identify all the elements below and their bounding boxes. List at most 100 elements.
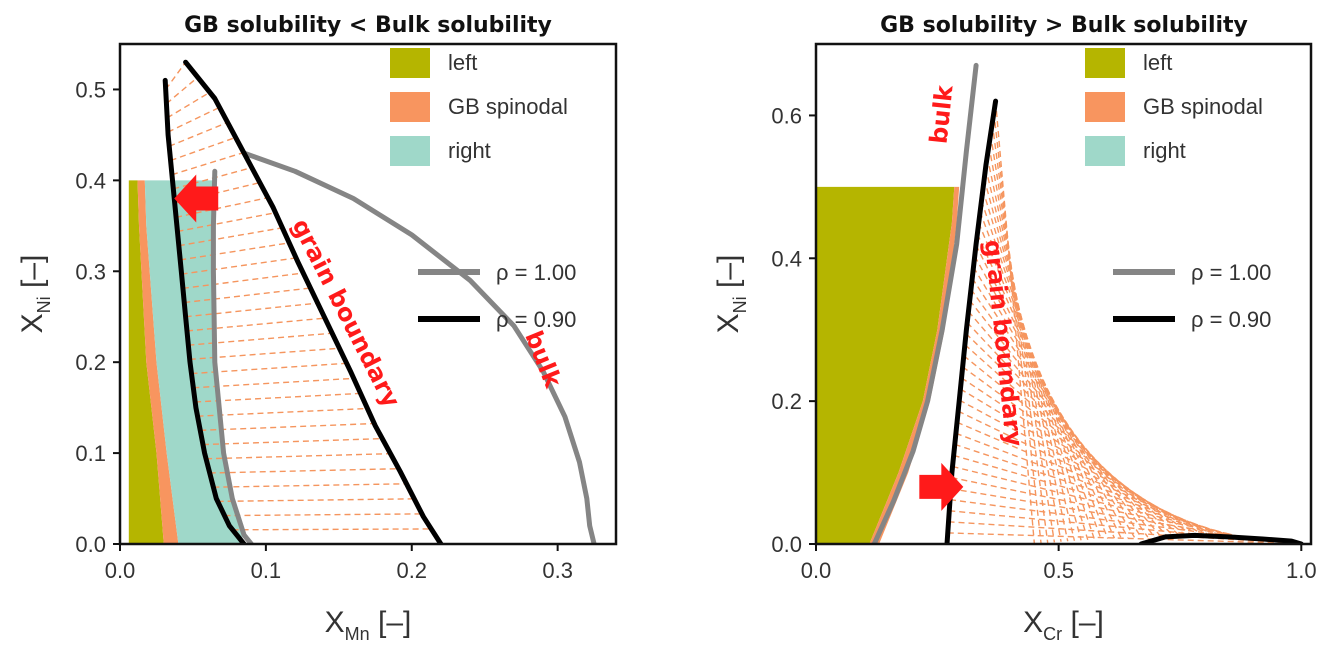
tie-line <box>958 399 1215 539</box>
annotation-bulk: bulk <box>519 327 567 393</box>
tie-line <box>949 510 1282 544</box>
tie-line <box>988 145 1062 542</box>
curve-rho-100-1 <box>210 168 254 544</box>
y-tick-label: 0.4 <box>771 246 802 271</box>
region-right <box>144 180 244 544</box>
y-axis-label: XNi [–] <box>16 255 54 334</box>
curve-rho-100-2 <box>241 150 597 544</box>
line-legend-label: ρ = 0.90 <box>1191 307 1271 332</box>
tie-line <box>991 123 1049 543</box>
tie-line <box>972 266 1136 538</box>
curve-rho-100-1 <box>871 62 979 544</box>
ticks: 0.0 0.5 1.0 0.0 0.2 0.4 0.6 <box>771 103 1316 583</box>
chart-title: GB solubility > Bulk solubility <box>880 13 1248 38</box>
y-tick-label: 0.0 <box>771 532 802 557</box>
tie-line <box>195 392 361 403</box>
legend-swatch-gb-spinodal <box>1085 92 1125 122</box>
tie-line <box>961 377 1202 538</box>
legend: left GB spinodal right <box>1085 48 1263 166</box>
tie-line <box>166 91 211 119</box>
legend-swatch-left <box>1085 48 1125 78</box>
tie-line <box>947 532 1295 544</box>
tie-line <box>202 437 383 446</box>
ticks: 0.0 0.1 0.2 0.3 0.0 0.1 0.2 0.3 0.4 0.5 <box>75 77 573 583</box>
curve-rho-090-1 <box>944 98 999 544</box>
tie-line <box>983 178 1082 541</box>
tie-line <box>952 465 1255 541</box>
tie-line <box>970 288 1149 538</box>
y-tick-label: 0.2 <box>75 350 106 375</box>
y-tick-label: 0.2 <box>771 389 802 414</box>
region-left <box>816 186 955 544</box>
x-axis-label: XCr [–] <box>1023 606 1104 644</box>
tie-line <box>184 287 311 304</box>
x-tick-label: 0.2 <box>396 558 427 583</box>
curve-rho-090-2 <box>1138 532 1304 544</box>
legend-swatch-gb-spinodal <box>390 92 430 122</box>
tie-line <box>171 151 244 176</box>
tie-line <box>976 233 1116 539</box>
line-legend: ρ = 1.00 ρ = 0.90 <box>1113 260 1271 332</box>
plot-frame <box>814 42 1313 546</box>
arrow-right-icon <box>919 462 964 511</box>
tie-line <box>984 167 1076 541</box>
legend-swatch-right <box>390 136 430 166</box>
tie-line <box>224 513 422 517</box>
legend-swatch-right <box>1085 136 1125 166</box>
legend-label: GB spinodal <box>1143 94 1263 119</box>
tie-line <box>165 61 187 90</box>
y-tick-label: 0.0 <box>75 532 106 557</box>
y-tick-label: 0.1 <box>75 441 106 466</box>
tie-line <box>232 528 432 531</box>
tie-line <box>200 422 375 432</box>
legend-label: left <box>448 50 477 75</box>
annotation-grain-boundary: grain boundary <box>286 214 405 412</box>
legend: left GB spinodal right <box>390 48 568 166</box>
tie-line <box>178 227 283 247</box>
tie-line <box>964 344 1182 538</box>
x-tick-label: 0.0 <box>801 558 832 583</box>
curve-rho-090-1 <box>162 77 247 544</box>
tie-line <box>956 421 1229 540</box>
line-legend-label: ρ = 1.00 <box>1191 260 1271 285</box>
tie-line <box>166 76 199 105</box>
tie-line <box>167 106 220 133</box>
tie-lines <box>947 101 1302 544</box>
tie-line <box>182 272 304 290</box>
legend-label: left <box>1143 50 1172 75</box>
legend-swatch-left <box>390 48 430 78</box>
line-legend-label: ρ = 1.00 <box>496 260 576 285</box>
legend-label: GB spinodal <box>448 94 568 119</box>
plot-area <box>816 62 1304 544</box>
curve-rho-090-2 <box>183 59 444 544</box>
y-tick-label: 0.6 <box>771 103 802 128</box>
plot-area <box>128 59 597 544</box>
tie-line <box>180 242 290 261</box>
tie-line <box>974 255 1129 538</box>
tie-line <box>213 483 407 488</box>
tie-line <box>957 410 1222 539</box>
chart-title: GB solubility < Bulk solubility <box>184 13 552 38</box>
tie-line <box>986 156 1069 542</box>
line-legend: ρ = 1.00 ρ = 0.90 <box>418 260 576 332</box>
tie-line <box>170 136 236 162</box>
tie-line <box>982 189 1089 541</box>
line-legend-label: ρ = 0.90 <box>496 307 576 332</box>
x-tick-label: 0.5 <box>1043 558 1074 583</box>
arrow-left-icon <box>174 174 219 223</box>
tie-line <box>193 377 354 389</box>
tie-line <box>168 121 228 147</box>
tie-line <box>206 452 391 460</box>
tie-line <box>177 212 276 233</box>
annotation-bulk: bulk <box>925 83 959 145</box>
legend-label: right <box>448 138 491 163</box>
tie-line <box>217 498 415 503</box>
legend-label: right <box>1143 138 1186 163</box>
x-axis-label: XMn [–] <box>325 606 412 644</box>
x-tick-label: 0.3 <box>542 558 573 583</box>
tie-line <box>209 468 399 474</box>
tie-line <box>989 134 1056 543</box>
